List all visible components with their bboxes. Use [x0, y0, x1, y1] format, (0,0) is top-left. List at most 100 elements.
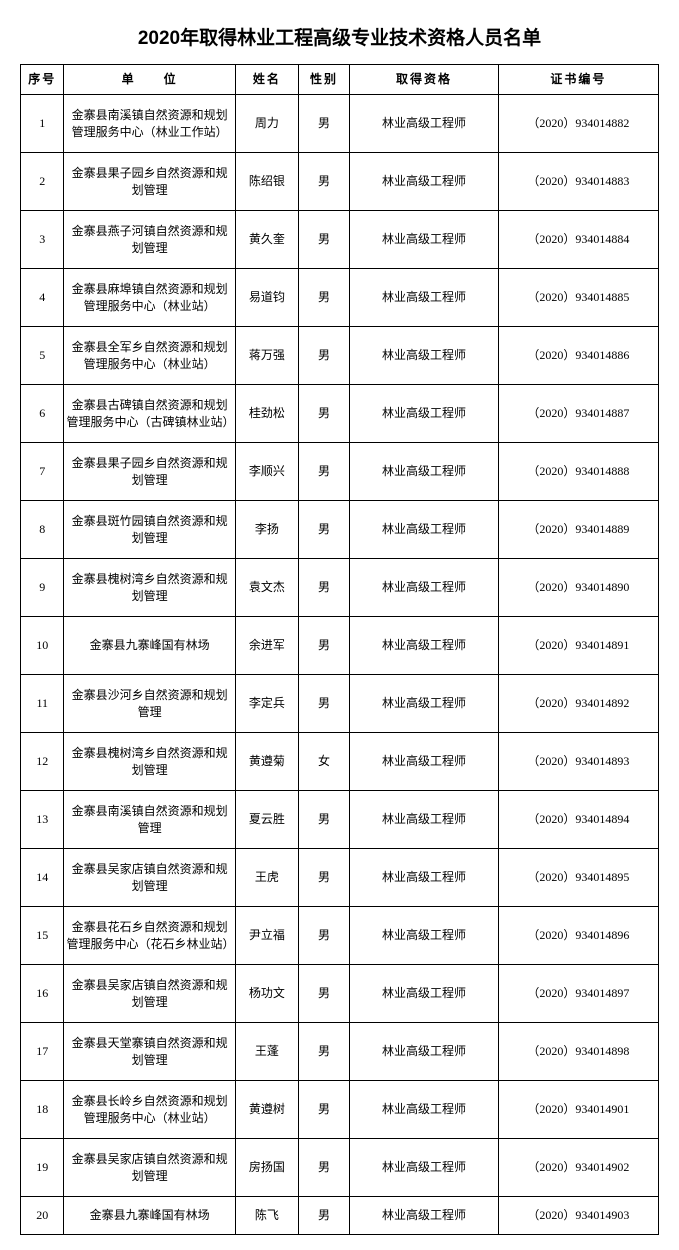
cell-unit: 金寨县吴家店镇自然资源和规划管理: [64, 1139, 236, 1197]
cell-cert: （2020）934014888: [498, 443, 658, 501]
cell-sex: 男: [298, 617, 349, 675]
cell-name: 陈绍银: [235, 153, 298, 211]
cell-qual: 林业高级工程师: [350, 849, 499, 907]
cell-seq: 7: [21, 443, 64, 501]
cell-seq: 2: [21, 153, 64, 211]
cell-name: 余进军: [235, 617, 298, 675]
cell-cert: （2020）934014891: [498, 617, 658, 675]
cell-name: 袁文杰: [235, 559, 298, 617]
cell-seq: 6: [21, 385, 64, 443]
table-row: 20金寨县九寨峰国有林场陈飞男林业高级工程师（2020）934014903: [21, 1197, 659, 1235]
col-header-qual: 取得资格: [350, 65, 499, 95]
cell-unit: 金寨县九寨峰国有林场: [64, 1197, 236, 1235]
cell-qual: 林业高级工程师: [350, 559, 499, 617]
cell-seq: 10: [21, 617, 64, 675]
cell-seq: 8: [21, 501, 64, 559]
table-row: 9金寨县槐树湾乡自然资源和规划管理袁文杰男林业高级工程师（2020）934014…: [21, 559, 659, 617]
cell-qual: 林业高级工程师: [350, 1197, 499, 1235]
cell-seq: 16: [21, 965, 64, 1023]
cell-name: 桂劲松: [235, 385, 298, 443]
cell-unit: 金寨县花石乡自然资源和规划管理服务中心（花石乡林业站）: [64, 907, 236, 965]
cell-cert: （2020）934014893: [498, 733, 658, 791]
cell-name: 陈飞: [235, 1197, 298, 1235]
col-header-sex: 性别: [298, 65, 349, 95]
cell-sex: 男: [298, 559, 349, 617]
cell-name: 尹立福: [235, 907, 298, 965]
table-row: 3金寨县燕子河镇自然资源和规划管理黄久奎男林业高级工程师（2020）934014…: [21, 211, 659, 269]
cell-qual: 林业高级工程师: [350, 1139, 499, 1197]
cell-qual: 林业高级工程师: [350, 1023, 499, 1081]
table-header-row: 序号 单 位 姓名 性别 取得资格 证书编号: [21, 65, 659, 95]
table-row: 4金寨县麻埠镇自然资源和规划管理服务中心（林业站）易道钧男林业高级工程师（202…: [21, 269, 659, 327]
table-row: 1金寨县南溪镇自然资源和规划管理服务中心（林业工作站）周力男林业高级工程师（20…: [21, 95, 659, 153]
cell-seq: 17: [21, 1023, 64, 1081]
cell-qual: 林业高级工程师: [350, 385, 499, 443]
col-header-seq: 序号: [21, 65, 64, 95]
cell-seq: 9: [21, 559, 64, 617]
cell-unit: 金寨县全军乡自然资源和规划管理服务中心（林业站）: [64, 327, 236, 385]
cell-unit: 金寨县古碑镇自然资源和规划管理服务中心（古碑镇林业站）: [64, 385, 236, 443]
cell-name: 黄遵树: [235, 1081, 298, 1139]
cell-qual: 林业高级工程师: [350, 675, 499, 733]
cell-cert: （2020）934014882: [498, 95, 658, 153]
cell-name: 黄遵菊: [235, 733, 298, 791]
table-row: 7金寨县果子园乡自然资源和规划管理李顺兴男林业高级工程师（2020）934014…: [21, 443, 659, 501]
cell-cert: （2020）934014889: [498, 501, 658, 559]
cell-unit: 金寨县九寨峰国有林场: [64, 617, 236, 675]
table-body: 1金寨县南溪镇自然资源和规划管理服务中心（林业工作站）周力男林业高级工程师（20…: [21, 95, 659, 1235]
cell-name: 李顺兴: [235, 443, 298, 501]
cell-seq: 11: [21, 675, 64, 733]
cell-unit: 金寨县麻埠镇自然资源和规划管理服务中心（林业站）: [64, 269, 236, 327]
cell-cert: （2020）934014884: [498, 211, 658, 269]
cell-name: 李扬: [235, 501, 298, 559]
cell-seq: 15: [21, 907, 64, 965]
table-row: 6金寨县古碑镇自然资源和规划管理服务中心（古碑镇林业站）桂劲松男林业高级工程师（…: [21, 385, 659, 443]
cell-qual: 林业高级工程师: [350, 965, 499, 1023]
cell-sex: 女: [298, 733, 349, 791]
cell-sex: 男: [298, 153, 349, 211]
page-title: 2020年取得林业工程高级专业技术资格人员名单: [20, 15, 659, 64]
cell-qual: 林业高级工程师: [350, 211, 499, 269]
cell-qual: 林业高级工程师: [350, 1081, 499, 1139]
cell-name: 杨功文: [235, 965, 298, 1023]
cell-name: 黄久奎: [235, 211, 298, 269]
cell-unit: 金寨县南溪镇自然资源和规划管理: [64, 791, 236, 849]
cell-qual: 林业高级工程师: [350, 269, 499, 327]
cell-sex: 男: [298, 211, 349, 269]
cell-name: 蒋万强: [235, 327, 298, 385]
cell-cert: （2020）934014898: [498, 1023, 658, 1081]
table-row: 5金寨县全军乡自然资源和规划管理服务中心（林业站）蒋万强男林业高级工程师（202…: [21, 327, 659, 385]
cell-seq: 3: [21, 211, 64, 269]
cell-seq: 19: [21, 1139, 64, 1197]
cell-qual: 林业高级工程师: [350, 617, 499, 675]
cell-seq: 18: [21, 1081, 64, 1139]
cell-sex: 男: [298, 907, 349, 965]
table-row: 8金寨县斑竹园镇自然资源和规划管理李扬男林业高级工程师（2020）9340148…: [21, 501, 659, 559]
cell-cert: （2020）934014897: [498, 965, 658, 1023]
table-row: 15金寨县花石乡自然资源和规划管理服务中心（花石乡林业站）尹立福男林业高级工程师…: [21, 907, 659, 965]
cell-qual: 林业高级工程师: [350, 791, 499, 849]
cell-cert: （2020）934014885: [498, 269, 658, 327]
cell-seq: 4: [21, 269, 64, 327]
cell-seq: 5: [21, 327, 64, 385]
table-row: 11金寨县沙河乡自然资源和规划管理李定兵男林业高级工程师（2020）934014…: [21, 675, 659, 733]
col-header-cert: 证书编号: [498, 65, 658, 95]
cell-sex: 男: [298, 1081, 349, 1139]
cell-seq: 20: [21, 1197, 64, 1235]
cell-sex: 男: [298, 269, 349, 327]
cell-sex: 男: [298, 443, 349, 501]
cell-cert: （2020）934014895: [498, 849, 658, 907]
table-row: 2金寨县果子园乡自然资源和规划管理陈绍银男林业高级工程师（2020）934014…: [21, 153, 659, 211]
table-row: 18金寨县长岭乡自然资源和规划管理服务中心（林业站）黄遵树男林业高级工程师（20…: [21, 1081, 659, 1139]
cell-sex: 男: [298, 327, 349, 385]
cell-unit: 金寨县斑竹园镇自然资源和规划管理: [64, 501, 236, 559]
cell-cert: （2020）934014892: [498, 675, 658, 733]
cell-sex: 男: [298, 1023, 349, 1081]
cell-cert: （2020）934014903: [498, 1197, 658, 1235]
cell-qual: 林业高级工程师: [350, 501, 499, 559]
table-row: 14金寨县吴家店镇自然资源和规划管理王虎男林业高级工程师（2020）934014…: [21, 849, 659, 907]
roster-table: 序号 单 位 姓名 性别 取得资格 证书编号 1金寨县南溪镇自然资源和规划管理服…: [20, 64, 659, 1235]
cell-name: 李定兵: [235, 675, 298, 733]
cell-sex: 男: [298, 791, 349, 849]
cell-qual: 林业高级工程师: [350, 95, 499, 153]
